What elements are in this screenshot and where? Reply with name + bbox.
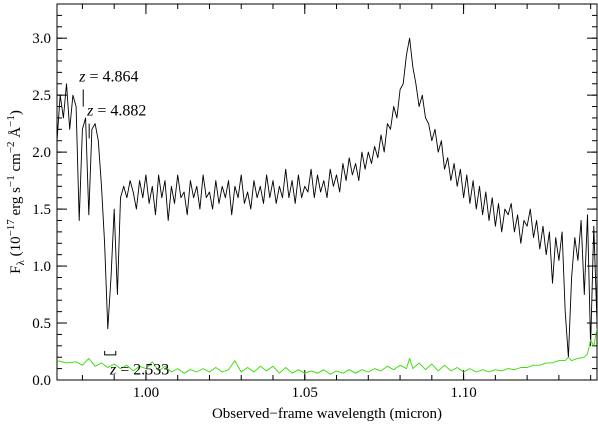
x-axis-tick-labels: 1.00 1.05 1.10 xyxy=(133,385,477,401)
y-axis-title-f: F xyxy=(8,266,24,274)
noise-line xyxy=(57,328,597,375)
x-axis-ticks xyxy=(81,4,592,380)
y-axis-title-exp17: −17 xyxy=(5,219,17,237)
x-axis-title: Observed−frame wavelength (micron) xyxy=(212,406,442,422)
redshift-label-z: z xyxy=(86,103,94,120)
series-layer xyxy=(57,37,597,375)
y-tick-label: 0.0 xyxy=(32,373,51,389)
y-axis-title-paren-close: ) xyxy=(8,110,24,115)
redshift-label: z = 4.864 xyxy=(78,68,138,85)
y-tick-label: 0.5 xyxy=(32,316,51,332)
x-tick-label: 1.00 xyxy=(133,385,159,401)
y-tick-label: 1.0 xyxy=(32,259,51,275)
y-axis-title-exp1: −1 xyxy=(5,175,17,187)
y-tick-label: 2.5 xyxy=(32,88,51,104)
y-axis-title-cm: cm xyxy=(8,153,24,175)
y-tick-label: 1.5 xyxy=(32,202,51,218)
y-axis-title-lambda: λ xyxy=(15,260,27,266)
y-tick-label: 2.0 xyxy=(32,145,51,161)
redshift-label-value: = 2.533 xyxy=(116,361,169,378)
redshift-bracket xyxy=(104,350,117,356)
y-axis-title-exp1b: −1 xyxy=(5,115,17,127)
spectrum-line xyxy=(57,37,597,358)
y-axis-title-paren-open: (10 xyxy=(8,236,24,260)
x-tick-label: 1.05 xyxy=(292,385,318,401)
x-tick-label: 1.10 xyxy=(450,385,476,401)
redshift-label-z: z xyxy=(109,361,117,378)
redshift-label-value: = 4.882 xyxy=(93,103,146,120)
y-axis-title-angstrom: Å xyxy=(8,127,24,142)
y-axis-tick-labels: 0.0 0.5 1.0 1.5 2.0 2.5 3.0 xyxy=(32,31,51,389)
redshift-label: z = 2.533 xyxy=(109,361,169,378)
redshift-label-value: = 4.864 xyxy=(85,68,138,85)
plot-frame xyxy=(56,3,598,381)
redshift-label-z: z xyxy=(78,68,86,85)
y-axis-title-exp2: −2 xyxy=(5,141,17,153)
redshift-label: z = 4.882 xyxy=(86,103,146,120)
y-axis-title-erg: erg s xyxy=(8,187,24,219)
y-tick-label: 3.0 xyxy=(32,31,51,47)
y-axis-title: Fλ (10−17 erg s−1 cm−2 Å−1) xyxy=(5,110,27,274)
y-axis-ticks xyxy=(57,3,597,381)
